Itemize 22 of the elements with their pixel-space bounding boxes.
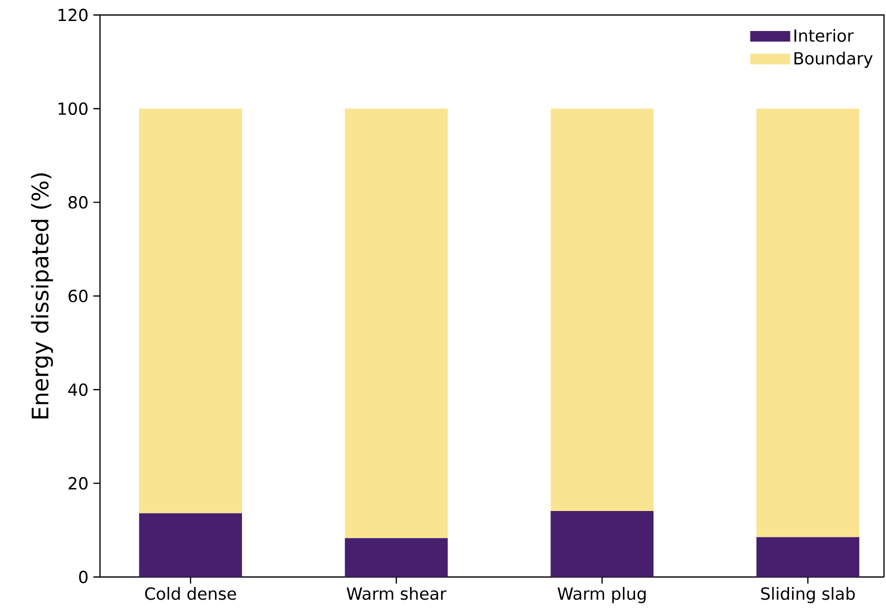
- bar: [344, 108, 448, 538]
- y-tick-label: 40: [68, 383, 88, 396]
- legend-label: Interior: [794, 29, 854, 42]
- y-tick-label: 0: [79, 570, 88, 584]
- y-tick-label: 100: [58, 102, 88, 115]
- y-axis-title: Energy dissipated (%): [31, 173, 53, 418]
- x-tick-label: Warm plug: [558, 587, 646, 604]
- bar: [550, 108, 654, 511]
- bar: [344, 538, 448, 577]
- bar: [139, 513, 242, 577]
- x-tick-label: Warm shear: [346, 587, 446, 600]
- y-tick-label: 120: [58, 8, 88, 22]
- y-tick-label: 60: [68, 290, 88, 302]
- x-tick-label: Cold dense: [145, 587, 236, 600]
- x-tick-label: Sliding slab: [761, 587, 855, 604]
- bar: [550, 510, 654, 577]
- y-tick-label: 20: [68, 477, 88, 490]
- bar: [756, 537, 860, 577]
- legend-label: Boundary: [794, 52, 873, 68]
- bar: [139, 108, 242, 514]
- y-tick-label: 80: [68, 196, 88, 209]
- bar: [756, 108, 860, 538]
